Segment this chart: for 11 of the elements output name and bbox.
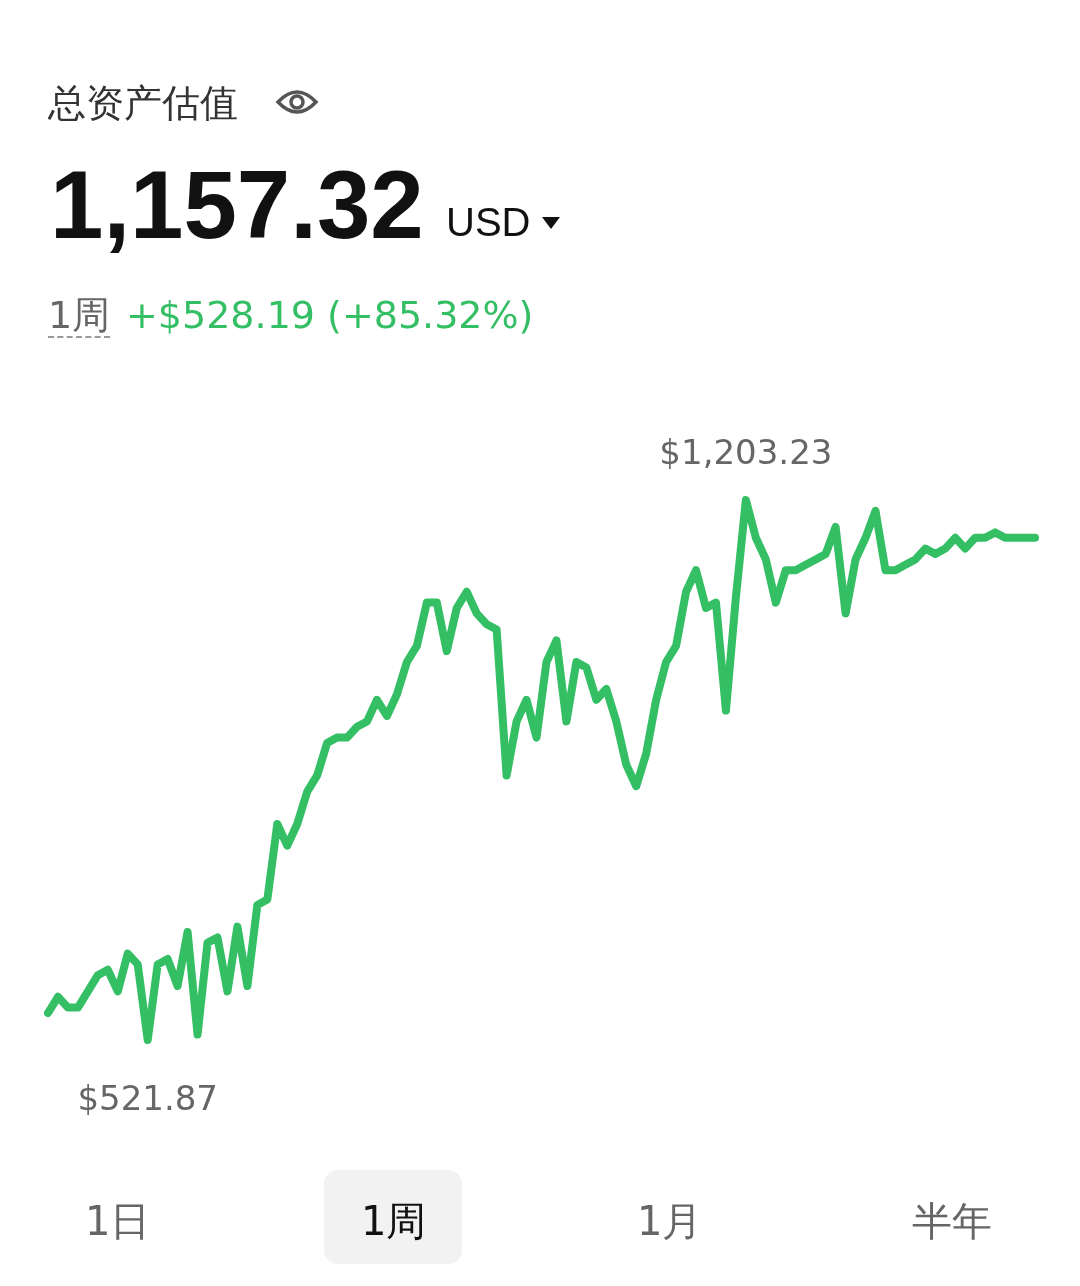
text: 1月 [637, 1197, 703, 1246]
text: 1周 [48, 293, 111, 338]
annotation: $521.87 [77, 1078, 218, 1118]
text: USD [446, 200, 531, 245]
annotation: $1,203.23 [659, 432, 833, 472]
text: 半年 [912, 1197, 992, 1246]
text: +$528.19 (+85.32%) [126, 293, 534, 337]
text: 1日 [85, 1197, 151, 1246]
chart-title: 总资产估值 [48, 80, 238, 127]
text: 1,157.32 [50, 150, 424, 260]
text: 1周 [361, 1197, 427, 1246]
